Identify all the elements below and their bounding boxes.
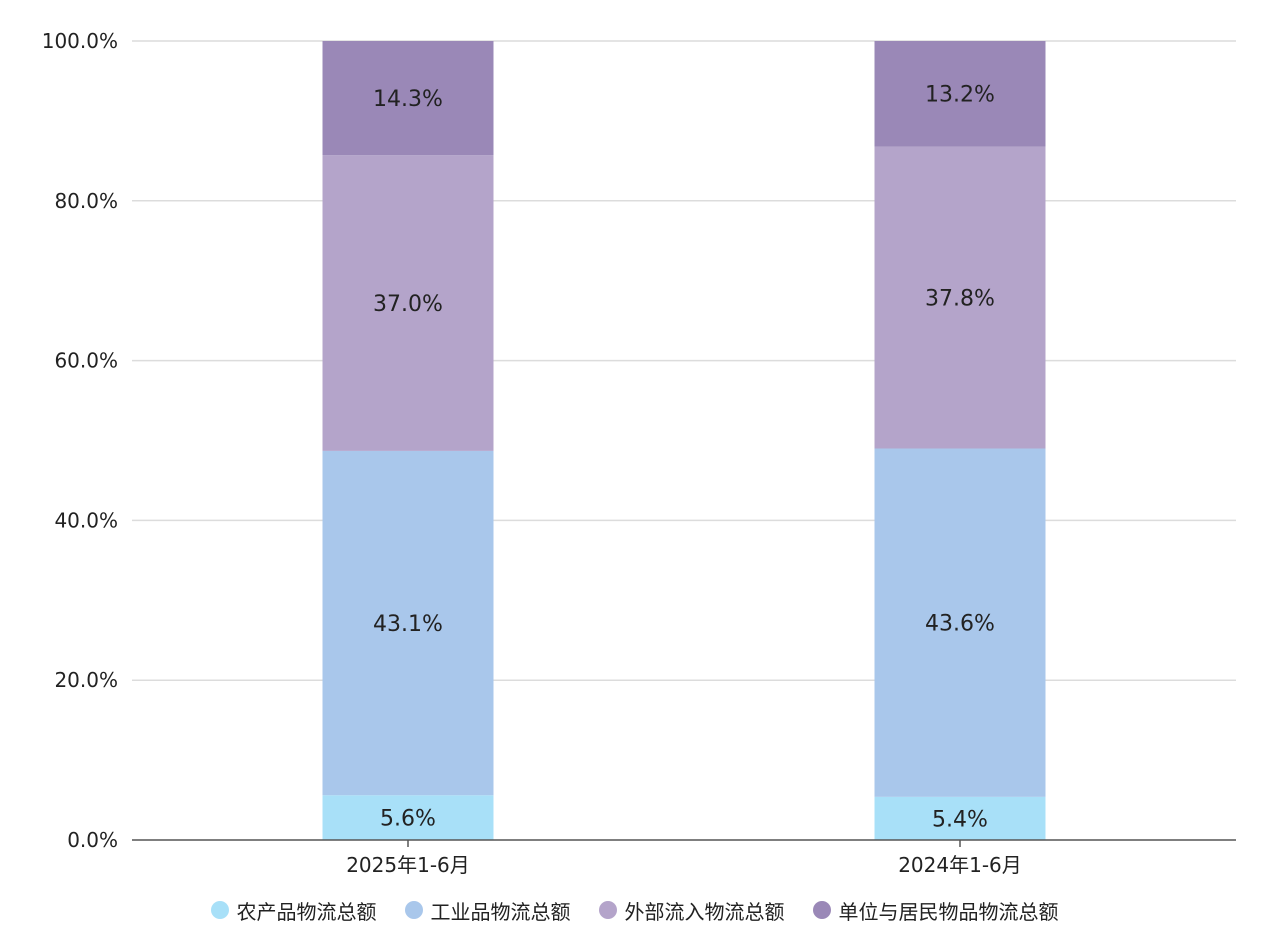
data-label: 43.6%: [925, 612, 995, 637]
data-label: 37.0%: [373, 292, 443, 317]
bar-segment: [874, 41, 1046, 147]
data-label: 5.4%: [932, 807, 988, 832]
data-label: 13.2%: [925, 83, 995, 108]
data-label: 14.3%: [373, 87, 443, 112]
legend: 农产品物流总额 工业品物流总额 外部流入物流总额 单位与居民物品物流总额: [0, 890, 1269, 930]
legend-item[interactable]: 单位与居民物品物流总额: [812, 896, 1059, 925]
legend-swatch-icon: [210, 901, 229, 919]
legend-label: 农产品物流总额: [236, 899, 377, 924]
legend-swatch-icon: [598, 901, 617, 919]
bar-segment: [322, 795, 494, 840]
bar-segment: [874, 796, 1046, 840]
bar-segment: [874, 146, 1046, 449]
y-tick-label: 40.0%: [54, 508, 118, 532]
legend-item[interactable]: 工业品物流总额: [404, 896, 571, 925]
data-label: 43.1%: [373, 612, 443, 637]
y-tick-label: 100.0%: [42, 29, 118, 53]
x-tick-label: 2025年1-6月: [346, 853, 470, 877]
bar-segment: [874, 448, 1046, 797]
data-label: 37.8%: [925, 286, 995, 311]
y-tick-label: 80.0%: [54, 189, 118, 213]
bar-segment: [322, 450, 494, 796]
legend-label: 单位与居民物品物流总额: [838, 899, 1059, 924]
legend-label: 工业品物流总额: [430, 899, 571, 924]
bar-segment: [322, 155, 494, 451]
x-tick-label: 2024年1-6月: [898, 853, 1022, 877]
legend-swatch-icon: [812, 901, 831, 919]
data-label: 5.6%: [380, 807, 436, 832]
axis-layer: 0.0% 20.0% 40.0% 60.0% 80.0% 100.0% 2025年1-6月 2…: [42, 29, 1236, 877]
legend-item[interactable]: 农产品物流总额: [210, 896, 377, 925]
bars-layer: 5.6% 43.1% 37.0% 14.3% 5.4% 43.6% 37.8% 13.2%: [322, 41, 1046, 840]
grid-layer: [132, 40, 1236, 681]
legend-item[interactable]: 外部流入物流总额: [598, 896, 785, 925]
bar-segment: [322, 41, 494, 156]
legend-swatch-icon: [404, 901, 423, 919]
legend-label: 外部流入物流总额: [624, 899, 785, 924]
y-tick-label: 0.0%: [67, 828, 118, 852]
y-tick-label: 60.0%: [54, 349, 118, 373]
y-tick-label: 20.0%: [54, 668, 118, 692]
